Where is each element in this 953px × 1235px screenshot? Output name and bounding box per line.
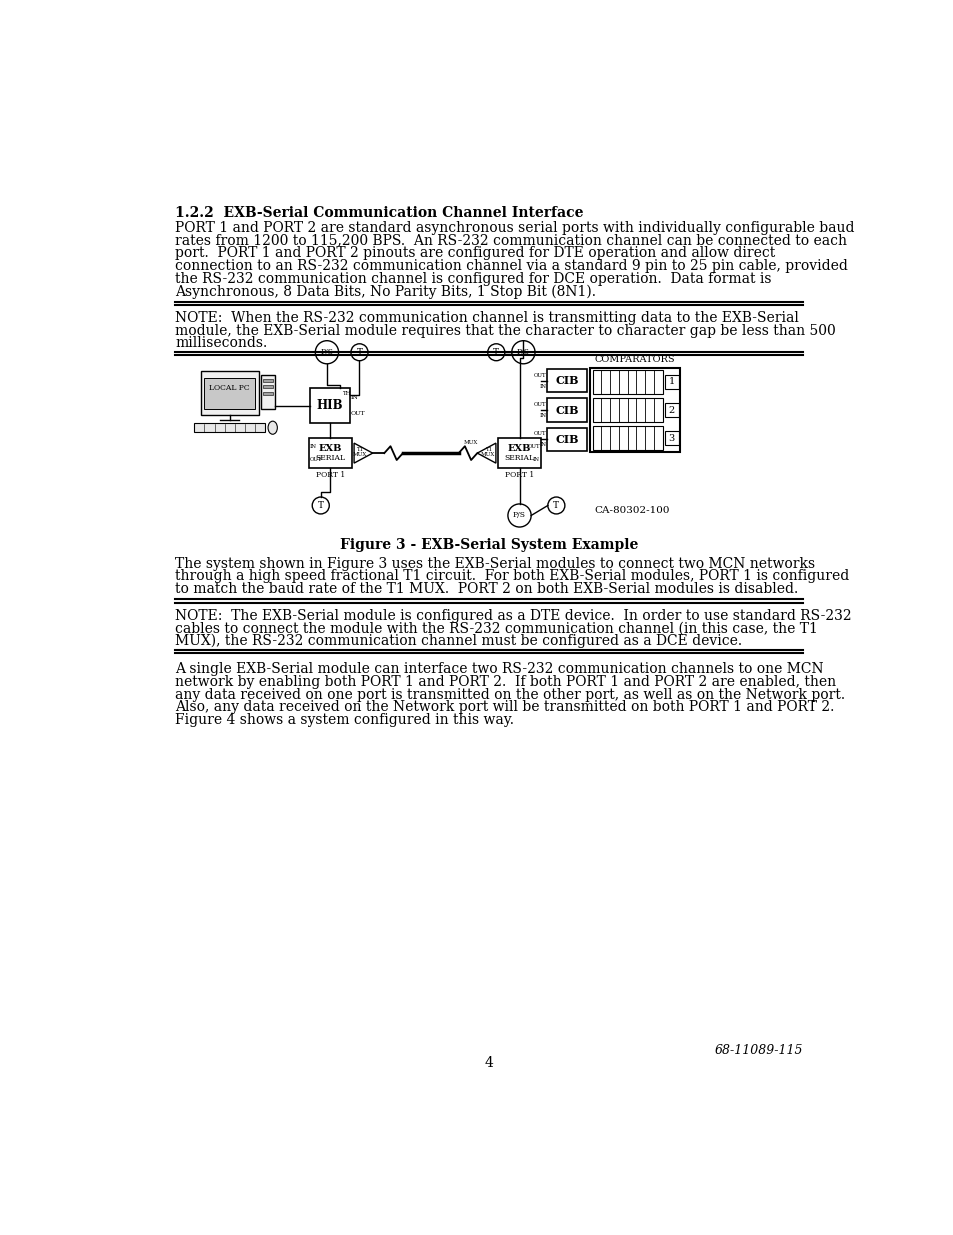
Bar — [309, 438, 352, 468]
Text: OUT: OUT — [310, 457, 322, 462]
Text: OUT: OUT — [351, 411, 365, 416]
Bar — [261, 374, 274, 409]
Text: module, the EXB-Serial module requires that the character to character gap be le: module, the EXB-Serial module requires t… — [174, 324, 835, 337]
Text: rates from 1200 to 115,200 BPS.  An RS-232 communication channel can be connecte: rates from 1200 to 115,200 BPS. An RS-23… — [174, 233, 846, 248]
Text: IN: IN — [533, 457, 539, 462]
Text: to match the baud rate of the T1 MUX.  PORT 2 on both EXB-Serial modules is disa: to match the baud rate of the T1 MUX. PO… — [174, 582, 798, 597]
Text: Asynchronous, 8 Data Bits, No Parity Bits, 1 Stop Bit (8N1).: Asynchronous, 8 Data Bits, No Parity Bit… — [174, 284, 596, 299]
Text: 3: 3 — [668, 433, 674, 442]
Bar — [263, 391, 273, 395]
Text: Also, any data received on the Network port will be transmitted on both PORT 1 a: Also, any data received on the Network p… — [174, 700, 834, 714]
Text: any data received on one port is transmitted on the other port, as well as on th: any data received on one port is transmi… — [174, 688, 844, 701]
Text: Figure 4 shows a system configured in this way.: Figure 4 shows a system configured in th… — [174, 713, 514, 727]
Bar — [263, 379, 273, 383]
Text: LOCAL PC: LOCAL PC — [209, 384, 250, 393]
Text: P/S: P/S — [320, 348, 334, 356]
Text: SERIAL: SERIAL — [315, 453, 345, 462]
Text: T1: T1 — [355, 447, 363, 452]
Text: 1: 1 — [668, 377, 674, 387]
Text: NOTE:  When the RS-232 communication channel is transmitting data to the EXB-Ser: NOTE: When the RS-232 communication chan… — [174, 311, 798, 325]
Text: the RS-232 communication channel is configured for DCE operation.  Data format i: the RS-232 communication channel is conf… — [174, 272, 771, 285]
Text: IN: IN — [538, 384, 546, 389]
Text: OUT: OUT — [533, 403, 546, 408]
Text: SERIAL: SERIAL — [504, 453, 534, 462]
Bar — [310, 389, 350, 424]
Text: EXB: EXB — [318, 445, 342, 453]
Text: milliseconds.: milliseconds. — [174, 336, 267, 351]
Text: T1: T1 — [484, 447, 491, 452]
Bar — [546, 399, 587, 421]
Text: T: T — [356, 348, 362, 357]
Text: MUX: MUX — [352, 452, 366, 457]
Text: OUT: OUT — [533, 431, 546, 436]
Text: Figure 3 - EXB-Serial System Example: Figure 3 - EXB-Serial System Example — [339, 537, 638, 552]
Text: HIB: HIB — [316, 399, 343, 412]
Bar — [664, 403, 679, 417]
Text: A single EXB-Serial module can interface two RS-232 communication channels to on: A single EXB-Serial module can interface… — [174, 662, 822, 677]
Bar — [497, 438, 540, 468]
Text: 4: 4 — [484, 1056, 493, 1070]
Bar — [204, 378, 254, 409]
Text: P/S: P/S — [513, 511, 525, 520]
Text: CIB: CIB — [555, 405, 578, 415]
Text: PORT 1: PORT 1 — [504, 471, 534, 479]
Text: 1.2.2  EXB-Serial Communication Channel Interface: 1.2.2 EXB-Serial Communication Channel I… — [174, 206, 583, 220]
Text: CIB: CIB — [555, 375, 578, 387]
Text: TH: TH — [342, 390, 350, 395]
Text: The system shown in Figure 3 uses the EXB-Serial modules to connect two MCN netw: The system shown in Figure 3 uses the EX… — [174, 557, 814, 571]
Text: through a high speed fractional T1 circuit.  For both EXB-Serial modules, PORT 1: through a high speed fractional T1 circu… — [174, 569, 848, 583]
Text: IN: IN — [538, 442, 546, 447]
Text: port.  PORT 1 and PORT 2 pinouts are configured for DTE operation and allow dire: port. PORT 1 and PORT 2 pinouts are conf… — [174, 246, 775, 261]
Text: MUX: MUX — [480, 452, 495, 457]
Bar — [592, 426, 661, 450]
Bar — [592, 370, 661, 394]
Text: PORT 1 and PORT 2 are standard asynchronous serial ports with individually confi: PORT 1 and PORT 2 are standard asynchron… — [174, 221, 854, 235]
Bar — [546, 369, 587, 393]
Text: IN: IN — [351, 395, 358, 400]
Text: cables to connect the module with the RS-232 communication channel (in this case: cables to connect the module with the RS… — [174, 621, 817, 635]
Text: 2: 2 — [668, 405, 674, 415]
Bar — [590, 368, 679, 452]
Bar — [263, 385, 273, 389]
Text: P/S: P/S — [517, 348, 529, 356]
Text: OUT: OUT — [527, 443, 539, 448]
Text: MUX), the RS-232 communication channel must be configured as a DCE device.: MUX), the RS-232 communication channel m… — [174, 634, 741, 648]
Text: CA-80302-100: CA-80302-100 — [594, 505, 669, 515]
Text: network by enabling both PORT 1 and PORT 2.  If both PORT 1 and PORT 2 are enabl: network by enabling both PORT 1 and PORT… — [174, 674, 835, 689]
Text: EXB: EXB — [507, 445, 531, 453]
Bar — [200, 370, 258, 415]
Text: IN: IN — [538, 412, 546, 417]
Text: PORT 1: PORT 1 — [315, 471, 345, 479]
Bar — [194, 424, 265, 432]
Text: T: T — [493, 348, 498, 357]
Text: connection to an RS-232 communication channel via a standard 9 pin to 25 pin cab: connection to an RS-232 communication ch… — [174, 259, 847, 273]
Text: COMPARATORS: COMPARATORS — [594, 354, 675, 364]
Bar — [546, 427, 587, 451]
Text: T: T — [553, 501, 558, 510]
Text: 68-11089-115: 68-11089-115 — [714, 1044, 802, 1057]
Ellipse shape — [268, 421, 277, 435]
Text: CIB: CIB — [555, 433, 578, 445]
Text: MUX: MUX — [463, 440, 477, 445]
Bar — [664, 375, 679, 389]
Text: NOTE:  The EXB-Serial module is configured as a DTE device.  In order to use sta: NOTE: The EXB-Serial module is configure… — [174, 609, 851, 622]
Text: OUT: OUT — [533, 373, 546, 378]
Text: T: T — [317, 501, 323, 510]
Bar — [592, 398, 661, 422]
Bar — [664, 431, 679, 445]
Text: IN: IN — [310, 443, 316, 448]
